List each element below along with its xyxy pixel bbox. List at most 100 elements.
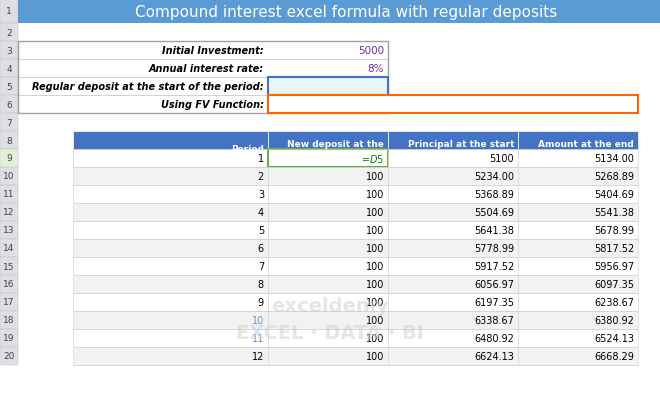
Text: 11: 11: [251, 333, 264, 343]
Bar: [268, 150, 388, 168]
Bar: [268, 221, 388, 239]
Text: 15: 15: [3, 262, 15, 271]
Text: 7: 7: [6, 118, 12, 127]
Bar: [0, 168, 18, 186]
Bar: [73, 293, 268, 311]
Bar: [518, 329, 638, 347]
Bar: [388, 293, 518, 311]
Text: 14: 14: [3, 244, 15, 253]
Text: 17: 17: [3, 298, 15, 307]
Text: 5404.69: 5404.69: [594, 189, 634, 200]
Bar: [518, 150, 638, 168]
Bar: [518, 275, 638, 293]
Text: 5: 5: [258, 225, 264, 236]
Text: New deposit at the
start of the period: New deposit at the start of the period: [287, 139, 384, 160]
Text: Principal at the start
of the period: Principal at the start of the period: [407, 139, 514, 160]
Text: 100: 100: [366, 297, 384, 307]
Bar: [0, 347, 18, 365]
Bar: [388, 311, 518, 329]
Bar: [388, 168, 518, 186]
Text: 5504.69: 5504.69: [474, 207, 514, 218]
Text: ,-: ,-: [475, 100, 482, 110]
Text: 2: 2: [6, 29, 12, 37]
Text: 8: 8: [6, 136, 12, 145]
Text: 6: 6: [258, 243, 264, 254]
Text: Regular deposit at the start of the period:: Regular deposit at the start of the peri…: [32, 82, 264, 92]
Text: D5: D5: [465, 100, 479, 110]
Text: Using FV Function:: Using FV Function:: [161, 100, 264, 110]
Text: 100: 100: [366, 351, 384, 361]
Bar: [518, 221, 638, 239]
Bar: [73, 257, 268, 275]
Bar: [518, 347, 638, 365]
Text: 5234.00: 5234.00: [474, 172, 514, 182]
Bar: [73, 311, 268, 329]
Text: 6624.13: 6624.13: [474, 351, 514, 361]
Bar: [18, 78, 388, 96]
Text: 5368.89: 5368.89: [474, 189, 514, 200]
Bar: [388, 257, 518, 275]
Text: 100: 100: [364, 82, 384, 92]
Bar: [388, 150, 518, 168]
Bar: [388, 186, 518, 204]
Text: 100: 100: [366, 279, 384, 289]
Bar: [73, 239, 268, 257]
Bar: [73, 204, 268, 221]
Text: 10: 10: [3, 172, 15, 181]
Text: 6197.35: 6197.35: [474, 297, 514, 307]
Bar: [268, 204, 388, 221]
Text: 5956.97: 5956.97: [594, 261, 634, 271]
Bar: [518, 293, 638, 311]
Bar: [18, 0, 660, 24]
Bar: [518, 204, 638, 221]
Bar: [0, 24, 18, 42]
Text: /12,24,-: /12,24,-: [423, 100, 464, 110]
Text: 100: 100: [366, 261, 384, 271]
Text: 5541.38: 5541.38: [594, 207, 634, 218]
Text: 6524.13: 6524.13: [594, 333, 634, 343]
Bar: [0, 257, 18, 275]
Bar: [73, 168, 268, 186]
Bar: [268, 257, 388, 275]
Text: 16: 16: [3, 280, 15, 289]
Text: $8,475.05: $8,475.05: [331, 100, 384, 110]
Bar: [518, 239, 638, 257]
Bar: [73, 150, 268, 168]
Bar: [73, 329, 268, 347]
Text: 6480.92: 6480.92: [474, 333, 514, 343]
Bar: [0, 293, 18, 311]
Bar: [0, 0, 18, 24]
Text: 100: 100: [366, 172, 384, 182]
Text: 5641.38: 5641.38: [474, 225, 514, 236]
Bar: [18, 96, 388, 114]
Text: 4: 4: [6, 64, 12, 73]
Text: 11: 11: [3, 190, 15, 199]
Bar: [388, 329, 518, 347]
Bar: [388, 204, 518, 221]
Text: 5917.52: 5917.52: [474, 261, 514, 271]
Bar: [73, 132, 268, 168]
Bar: [0, 96, 18, 114]
Bar: [0, 311, 18, 329]
Bar: [268, 329, 388, 347]
Bar: [0, 221, 18, 239]
Bar: [268, 311, 388, 329]
Bar: [0, 329, 18, 347]
Bar: [268, 293, 388, 311]
Bar: [518, 132, 638, 168]
Bar: [518, 168, 638, 186]
Text: 8%: 8%: [368, 64, 384, 74]
Text: D4: D4: [412, 100, 428, 110]
Bar: [268, 239, 388, 257]
Bar: [18, 42, 388, 60]
Bar: [73, 221, 268, 239]
Text: 7: 7: [258, 261, 264, 271]
Text: Initial Investment:: Initial Investment:: [162, 46, 264, 56]
Bar: [0, 114, 18, 132]
Text: 6097.35: 6097.35: [594, 279, 634, 289]
Bar: [388, 132, 518, 168]
Text: 20: 20: [3, 352, 15, 361]
Bar: [0, 186, 18, 204]
Text: D3: D3: [486, 100, 500, 110]
Bar: [73, 347, 268, 365]
